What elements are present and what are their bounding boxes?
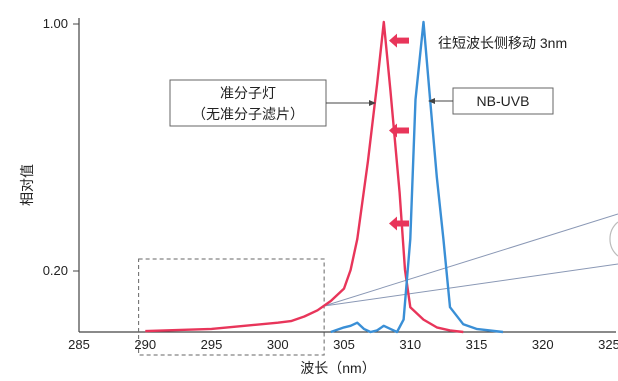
y-tick-labels: 1.00 0.20 xyxy=(43,16,68,278)
excimer-label-line1: 准分子灯 xyxy=(220,85,276,101)
nbuvb-series-line xyxy=(330,20,504,334)
x-tick-label: 310 xyxy=(399,337,421,352)
shift-arrows xyxy=(389,33,409,231)
x-tick-label: 285 xyxy=(68,337,90,352)
y-tick-label: 0.20 xyxy=(43,263,68,278)
x-tick-label: 295 xyxy=(201,337,223,352)
x-tick-label: 300 xyxy=(267,337,289,352)
shift-arrow xyxy=(389,123,409,138)
x-tick-label: 320 xyxy=(532,337,554,352)
shift-arrow xyxy=(389,216,409,231)
x-tick-label: 325 xyxy=(598,337,618,352)
x-axis-label: 波长（nm） xyxy=(300,360,375,376)
series-layer xyxy=(145,20,504,334)
excimer-lamp-series-line xyxy=(145,20,464,334)
nbuvb-label-text: NB-UVB xyxy=(477,93,530,109)
x-tick-labels: 285 290 295 300 305 310 315 320 325 xyxy=(68,337,618,352)
edge-circle-decoration xyxy=(609,221,618,257)
excimer-label-line2: （无准分子滤片） xyxy=(192,106,304,122)
excimer-label: 准分子灯 （无准分子滤片） xyxy=(169,79,376,127)
shift-arrow xyxy=(389,33,409,48)
y-tick-marks xyxy=(73,23,79,272)
x-tick-label: 315 xyxy=(466,337,488,352)
axes xyxy=(78,18,616,333)
zoom-box xyxy=(138,258,325,356)
y-axis-label: 相对值 xyxy=(19,164,35,206)
zoom-projection-lines xyxy=(323,213,618,307)
y-tick-label: 1.00 xyxy=(43,16,68,31)
shift-annotation: 往短波长侧移动 3nm xyxy=(438,35,567,51)
x-tick-label: 290 xyxy=(134,337,156,352)
nbuvb-label: NB-UVB xyxy=(428,87,554,115)
x-tick-label: 305 xyxy=(333,337,355,352)
